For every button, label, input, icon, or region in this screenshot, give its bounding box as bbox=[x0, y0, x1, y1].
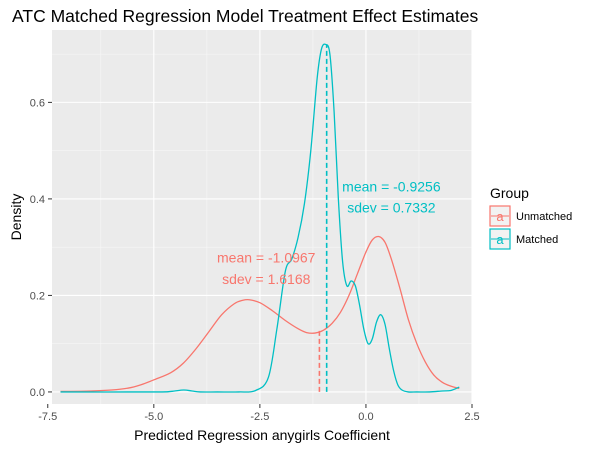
x-tick-label: -7.5 bbox=[38, 411, 57, 423]
y-axis-label: Density bbox=[8, 194, 24, 241]
mean-lines bbox=[318, 44, 328, 392]
annotations: mean = -1.0967 sdev = 1.6168 mean = -0.925… bbox=[217, 179, 441, 287]
x-axis-label: Predicted Regression anygirls Coefficien… bbox=[134, 427, 390, 443]
density-curve-unmatched bbox=[60, 235, 460, 393]
annotation-sdev-unmatched: sdev = 1.6168 bbox=[222, 271, 311, 287]
legend-label-matched: Matched bbox=[516, 234, 558, 246]
annotation-sdev-matched: sdev = 0.7332 bbox=[347, 199, 436, 215]
density-curves bbox=[60, 43, 460, 393]
annotation-mean-matched: mean = -0.9256 bbox=[342, 179, 441, 195]
annotation-mean-unmatched: mean = -1.0967 bbox=[217, 250, 316, 266]
legend: Group aUnmatchedaMatched bbox=[489, 185, 572, 250]
x-tick-label: 0.0 bbox=[358, 411, 373, 423]
plot-panel bbox=[52, 30, 472, 404]
legend-label-unmatched: Unmatched bbox=[516, 211, 572, 223]
chart-title: ATC Matched Regression Model Treatment E… bbox=[12, 6, 478, 26]
y-tick-label: 0.0 bbox=[30, 387, 45, 399]
y-tick-label: 0.2 bbox=[30, 290, 45, 302]
x-tick-label: 2.5 bbox=[464, 411, 479, 423]
x-tick-label: -5.0 bbox=[144, 411, 163, 423]
y-tick-label: 0.6 bbox=[30, 97, 45, 109]
x-axis: -7.5 -5.0 -2.5 0.0 2.5 bbox=[38, 404, 480, 423]
density-curve-matched bbox=[60, 43, 460, 393]
y-tick-label: 0.4 bbox=[30, 194, 45, 206]
x-tick-label: -2.5 bbox=[250, 411, 269, 423]
legend-title: Group bbox=[490, 185, 529, 201]
minor-gridlines bbox=[52, 30, 472, 404]
y-axis: 0.0 0.2 0.4 0.6 bbox=[30, 97, 52, 399]
